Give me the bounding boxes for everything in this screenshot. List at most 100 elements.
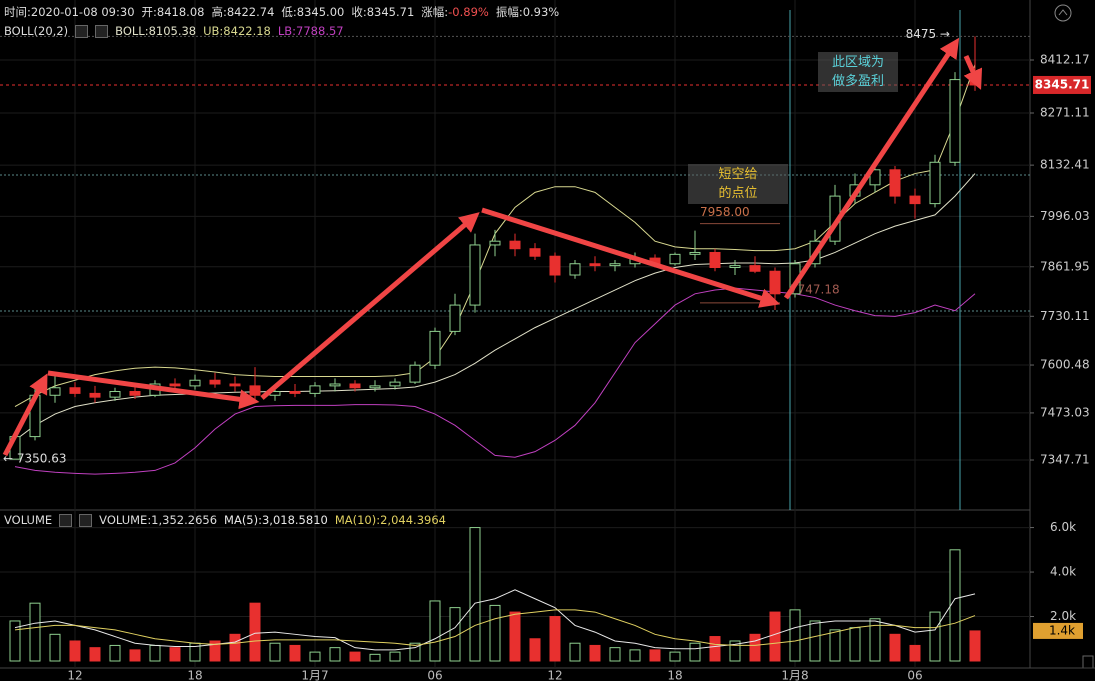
- header-item: 时间:2020-01-08 09:30: [4, 4, 135, 20]
- volume-bar: [9, 620, 21, 662]
- close-button[interactable]: [95, 24, 109, 38]
- header-value: 8422.74: [226, 5, 275, 19]
- volume-last-box: [1033, 622, 1083, 639]
- volume-bar: [489, 604, 501, 662]
- volume-bar: [609, 647, 621, 662]
- volume-bar: [729, 640, 741, 662]
- volume-bar: [369, 653, 381, 662]
- candle-body: [129, 391, 141, 396]
- ohlc-header: 时间:2020-01-08 09:30 开:8418.08 高:8422.74 低:8…: [4, 4, 559, 20]
- annotation-line: 此区域为: [831, 55, 884, 70]
- arrow: [2, 373, 48, 457]
- candle-body: [489, 240, 501, 246]
- header-label: 振幅:: [495, 5, 523, 19]
- candle-body: [909, 195, 921, 205]
- candle-body: [89, 392, 101, 398]
- y-tick-label: 7730.11: [1040, 309, 1090, 323]
- y-tick-label: 8271.11: [1040, 106, 1090, 120]
- candle-body: [709, 251, 721, 268]
- volume-bar: [49, 633, 61, 662]
- y-tick-label: 2.0k: [1050, 609, 1076, 623]
- indicator-name: BOLL(20,2): [4, 24, 69, 38]
- volume-bar: [209, 640, 221, 662]
- annotation-line: 做多盈利: [831, 74, 884, 89]
- volume-bar: [269, 642, 281, 662]
- arrow: [783, 37, 960, 300]
- volume-bar: [129, 649, 141, 662]
- y-tick-label: 7861.95: [1040, 259, 1090, 273]
- volume-bar: [649, 649, 661, 662]
- annotation-line: 的点位: [718, 186, 758, 201]
- volume-bar: [149, 644, 161, 662]
- y-tick-label: 7473.03: [1040, 405, 1090, 419]
- volume-bar: [769, 611, 781, 662]
- scroll-top-glyph: [1058, 9, 1068, 16]
- settings-button[interactable]: [59, 513, 73, 527]
- volume-bar: [689, 642, 701, 662]
- current-price-box: [1033, 75, 1091, 94]
- y-tick-label: 8412.17: [1040, 52, 1090, 66]
- volume-bar: [309, 651, 321, 662]
- legend-entry: BOLL:8105.38: [115, 24, 197, 38]
- settings-button[interactable]: [75, 24, 89, 38]
- volume-bar: [109, 644, 121, 662]
- candle-body: [589, 263, 601, 267]
- close-button[interactable]: [79, 513, 93, 527]
- volume-bar: [849, 627, 861, 662]
- candle-body: [329, 383, 341, 387]
- candle-body: [749, 265, 761, 272]
- volume-bar: [409, 642, 421, 662]
- volume-bar: [549, 616, 561, 662]
- volume-bar: [889, 633, 901, 662]
- candle-body: [289, 391, 301, 394]
- volume-bar: [929, 611, 941, 662]
- candle-body: [889, 169, 901, 197]
- x-tick-label: 18: [187, 669, 202, 681]
- candle-body: [869, 169, 881, 186]
- volume-bar: [709, 636, 721, 662]
- x-tick-label: 18: [667, 669, 682, 681]
- volume-last-label: 1.4k: [1049, 623, 1075, 637]
- volume-bar: [329, 647, 341, 662]
- volume-bar: [629, 649, 641, 662]
- candle-body: [109, 391, 121, 398]
- candle-body: [689, 251, 701, 255]
- candle-body: [929, 161, 941, 205]
- volume-header: VOLUME VOLUME:1,352.2656 MA(5):3,018.5810…: [4, 513, 446, 527]
- legend-entry: MA(5):3,018.5810: [224, 513, 328, 527]
- candle-body: [609, 263, 621, 267]
- annotation-line: 短空给: [718, 167, 758, 182]
- settings-icon[interactable]: [1082, 655, 1094, 669]
- trend-arrows: [2, 37, 983, 457]
- candle-body: [349, 383, 361, 389]
- volume-bar: [869, 618, 881, 662]
- scroll-top-icon[interactable]: [1054, 4, 1072, 22]
- candle-body: [729, 265, 741, 268]
- volume-bar: [29, 602, 41, 662]
- header-label: 低:: [281, 5, 297, 19]
- header-item: 收:8345.71: [351, 4, 414, 20]
- candle-body: [49, 387, 61, 396]
- legend-entry: VOLUME:1,352.2656: [99, 513, 218, 527]
- volume-bar: [909, 644, 921, 662]
- candle-body: [549, 255, 561, 276]
- volume-bar: [529, 638, 541, 662]
- price-label: 7958.00: [700, 205, 750, 219]
- candle-body: [249, 385, 261, 396]
- header-label: 时间:: [4, 5, 31, 19]
- volume-bar: [589, 644, 601, 662]
- volume-bar: [569, 642, 581, 662]
- legend-entry: UB:8422.18: [203, 24, 271, 38]
- header-value: 8345.00: [296, 5, 345, 19]
- header-label: 高:: [211, 5, 227, 19]
- price-label: ← 7350.63: [3, 451, 67, 465]
- arrow: [963, 54, 983, 90]
- volume-bar: [969, 630, 981, 662]
- y-tick-label: 7347.71: [1040, 453, 1090, 467]
- candle-body: [409, 364, 421, 383]
- candle-body: [669, 253, 681, 265]
- candle-body: [69, 387, 81, 394]
- y-tick-label: 6.0k: [1050, 520, 1076, 534]
